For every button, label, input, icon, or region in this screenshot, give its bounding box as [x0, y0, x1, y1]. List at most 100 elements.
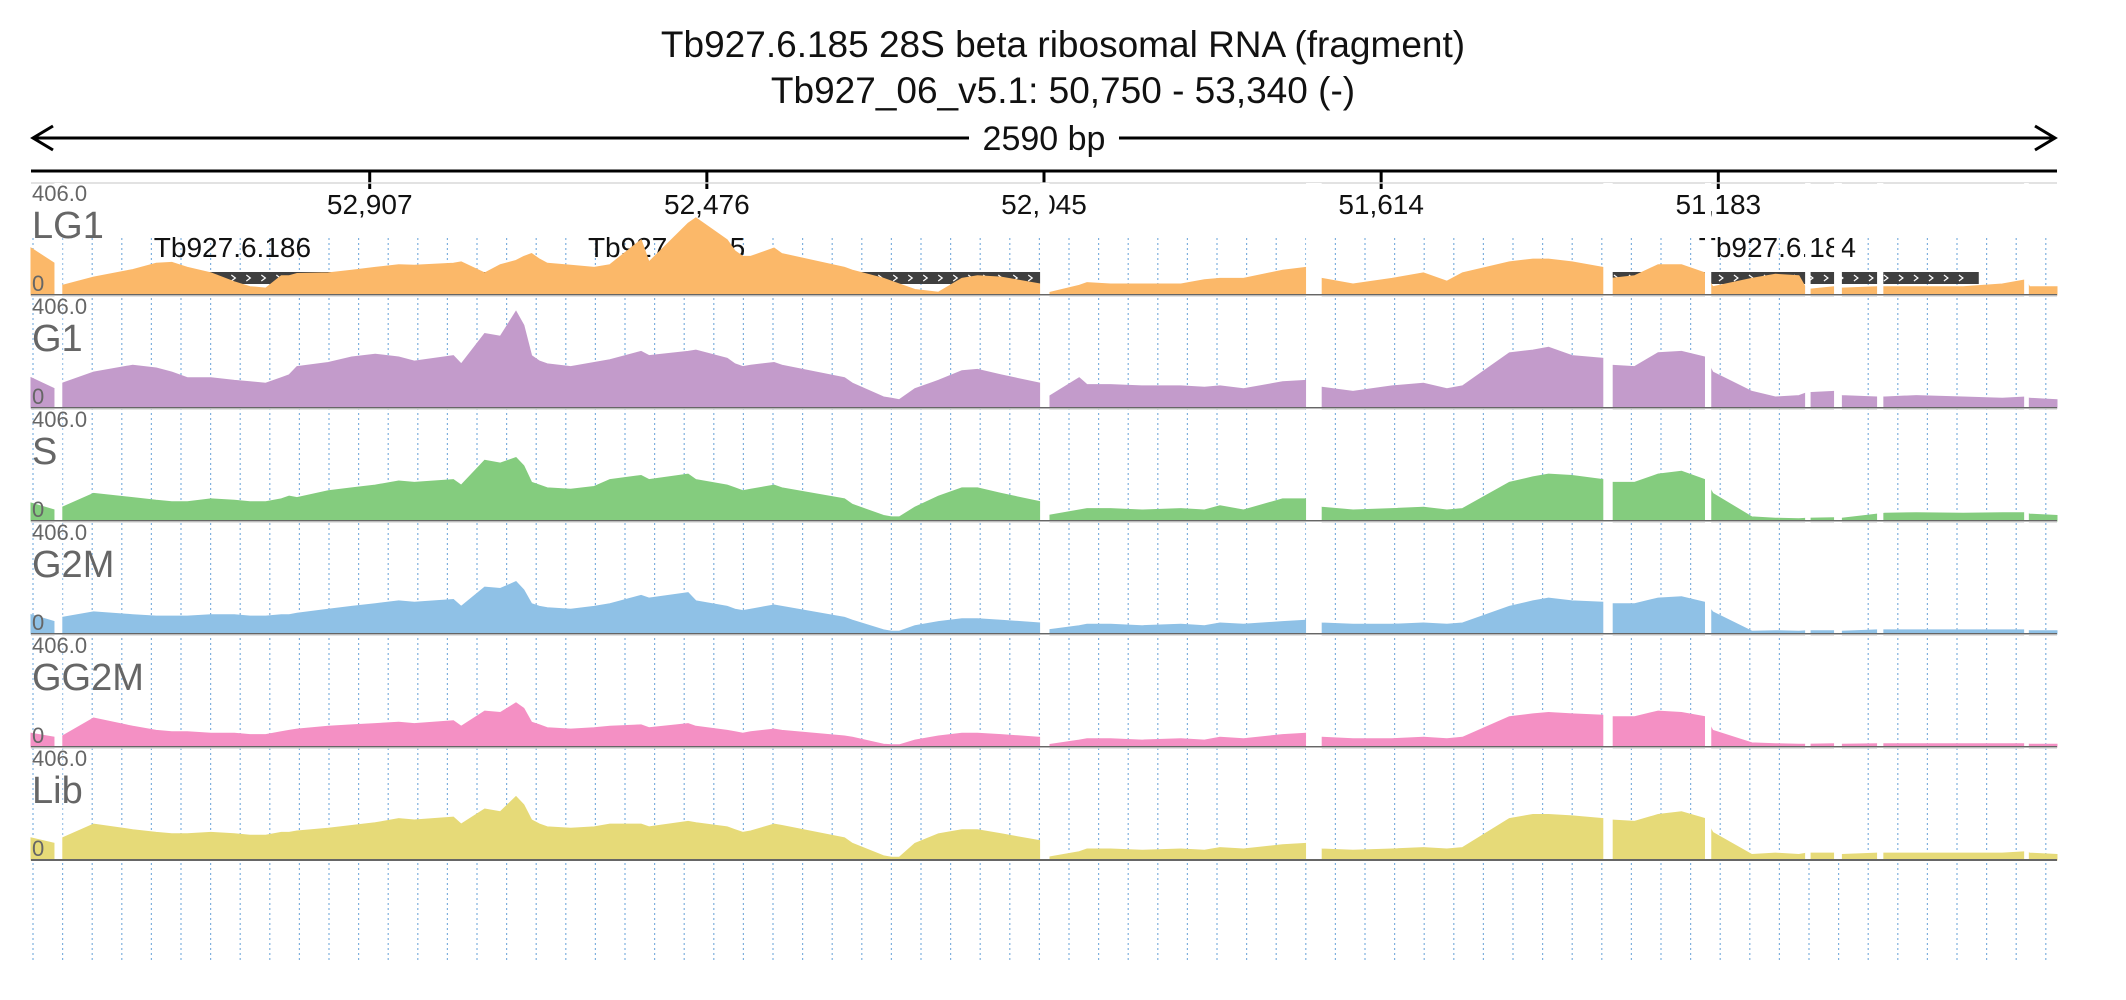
- track-label: Lib: [32, 770, 83, 812]
- gene-strand-chevron: [1958, 274, 1964, 282]
- track-ymin-label: 0: [32, 836, 44, 861]
- coverage-gap: [1040, 183, 1050, 295]
- x-tick-label: 52,907: [327, 189, 413, 220]
- x-tick-label: 52,476: [664, 189, 750, 220]
- coverage-area: [30, 217, 2058, 296]
- coverage-gap: [1877, 748, 1884, 860]
- coverage-gap: [1704, 409, 1712, 521]
- coverage-gap: [1603, 183, 1613, 295]
- gene-strand-chevron: [922, 274, 929, 282]
- gene-strand-chevron: [1733, 274, 1739, 282]
- gene-strand-chevron: [892, 274, 899, 282]
- gene-strand-chevron: [952, 274, 959, 282]
- coverage-gap: [2024, 409, 2029, 521]
- x-tick-label: 51,183: [1675, 189, 1761, 220]
- coverage-gap: [1805, 183, 1811, 295]
- coverage-gap: [54, 296, 63, 408]
- track-label: G1: [32, 318, 83, 360]
- coverage-area: [30, 310, 2058, 409]
- coverage-gap: [1877, 183, 1884, 295]
- gene-strand-chevron: [1868, 274, 1874, 282]
- coverage-gap: [1877, 522, 1884, 634]
- coverage-gap: [54, 409, 63, 521]
- gene-strand-chevron: [1913, 274, 1919, 282]
- gene-strand-chevron: [245, 274, 252, 282]
- coverage-gap: [1603, 296, 1613, 408]
- chart-subtitle: Tb927_06_v5.1: 50,750 - 53,340 (-): [770, 70, 1356, 111]
- gene-strand-chevron: [230, 274, 237, 282]
- coverage-gap: [1306, 635, 1322, 747]
- coverage-gap: [1877, 409, 1884, 521]
- track-ymin-label: 0: [32, 497, 44, 522]
- gene-strand-chevron: [1853, 274, 1859, 282]
- coverage-gap: [1805, 409, 1811, 521]
- coverage-gap: [2024, 296, 2029, 408]
- gene-strand-chevron: [1898, 274, 1904, 282]
- track-ymax-label: 406.0: [32, 746, 87, 771]
- coverage-gap: [1805, 522, 1811, 634]
- x-tick-label: 51,614: [1338, 189, 1424, 220]
- coverage-gap: [1704, 748, 1712, 860]
- scale-bar-right-arrow: [2034, 124, 2058, 152]
- coverage-gap: [1603, 635, 1613, 747]
- coverage-area: [30, 795, 2058, 861]
- chart-title: Tb927.6.185 28S beta ribosomal RNA (frag…: [660, 24, 1466, 65]
- coverage-gap: [1834, 183, 1842, 295]
- coverage-gap: [1805, 748, 1811, 860]
- track-label: GG2M: [32, 657, 144, 699]
- gene-strand-chevron: [1928, 274, 1934, 282]
- gene-strand-chevron: [907, 274, 914, 282]
- gene-strand-chevron: [1943, 274, 1949, 282]
- track-ymax-label: 406.0: [32, 181, 87, 206]
- coverage-gap: [1603, 748, 1613, 860]
- scale-bar-left-arrow: [30, 124, 54, 152]
- coverage-gap: [1834, 748, 1842, 860]
- gene-label: Tb927.6.184: [1699, 232, 1856, 263]
- coverage-gap: [1306, 409, 1322, 521]
- coverage-gap: [2024, 522, 2029, 634]
- coverage-area: [30, 581, 2058, 635]
- coverage-gap: [1040, 296, 1050, 408]
- track-ymax-label: 406.0: [32, 407, 87, 432]
- coverage-gap: [1877, 635, 1884, 747]
- coverage-area: [30, 457, 2058, 522]
- coverage-gap: [1306, 296, 1322, 408]
- coverage-gap: [1306, 522, 1322, 634]
- coverage-gap: [1834, 296, 1842, 408]
- coverage-gap: [54, 522, 63, 634]
- coverage-gap: [1040, 409, 1050, 521]
- coverage-gap: [1834, 522, 1842, 634]
- track-ymax-label: 406.0: [32, 633, 87, 658]
- coverage-gap: [1704, 296, 1712, 408]
- scale-bar-label: 2590 bp: [983, 120, 1106, 158]
- track-ymax-label: 406.0: [32, 294, 87, 319]
- track-ymin-label: 0: [32, 610, 44, 635]
- track-label: S: [32, 431, 57, 473]
- coverage-gap: [1805, 296, 1811, 408]
- gene-strand-chevron: [1823, 274, 1829, 282]
- coverage-gap: [1306, 748, 1322, 860]
- coverage-gap: [1040, 748, 1050, 860]
- coverage-gap: [54, 748, 63, 860]
- coverage-gap: [1603, 522, 1613, 634]
- coverage-gap: [1603, 409, 1613, 521]
- gene-strand-chevron: [1027, 274, 1034, 282]
- coverage-gap: [1704, 635, 1712, 747]
- track-ymin-label: 0: [32, 271, 44, 296]
- coverage-gap: [2024, 183, 2029, 295]
- track-ymin-label: 0: [32, 723, 44, 748]
- coverage-gap: [1834, 635, 1842, 747]
- track-label: G2M: [32, 544, 114, 586]
- track-ymin-label: 0: [32, 384, 44, 409]
- track-label: LG1: [32, 205, 104, 247]
- coverage-gap: [2024, 635, 2029, 747]
- coverage-gap: [1877, 296, 1884, 408]
- coverage-gap: [1040, 522, 1050, 634]
- coverage-gap: [1040, 635, 1050, 747]
- gene-strand-chevron: [1718, 274, 1724, 282]
- coverage-gap: [1805, 635, 1811, 747]
- gene-strand-chevron: [937, 274, 944, 282]
- track-ymax-label: 406.0: [32, 520, 87, 545]
